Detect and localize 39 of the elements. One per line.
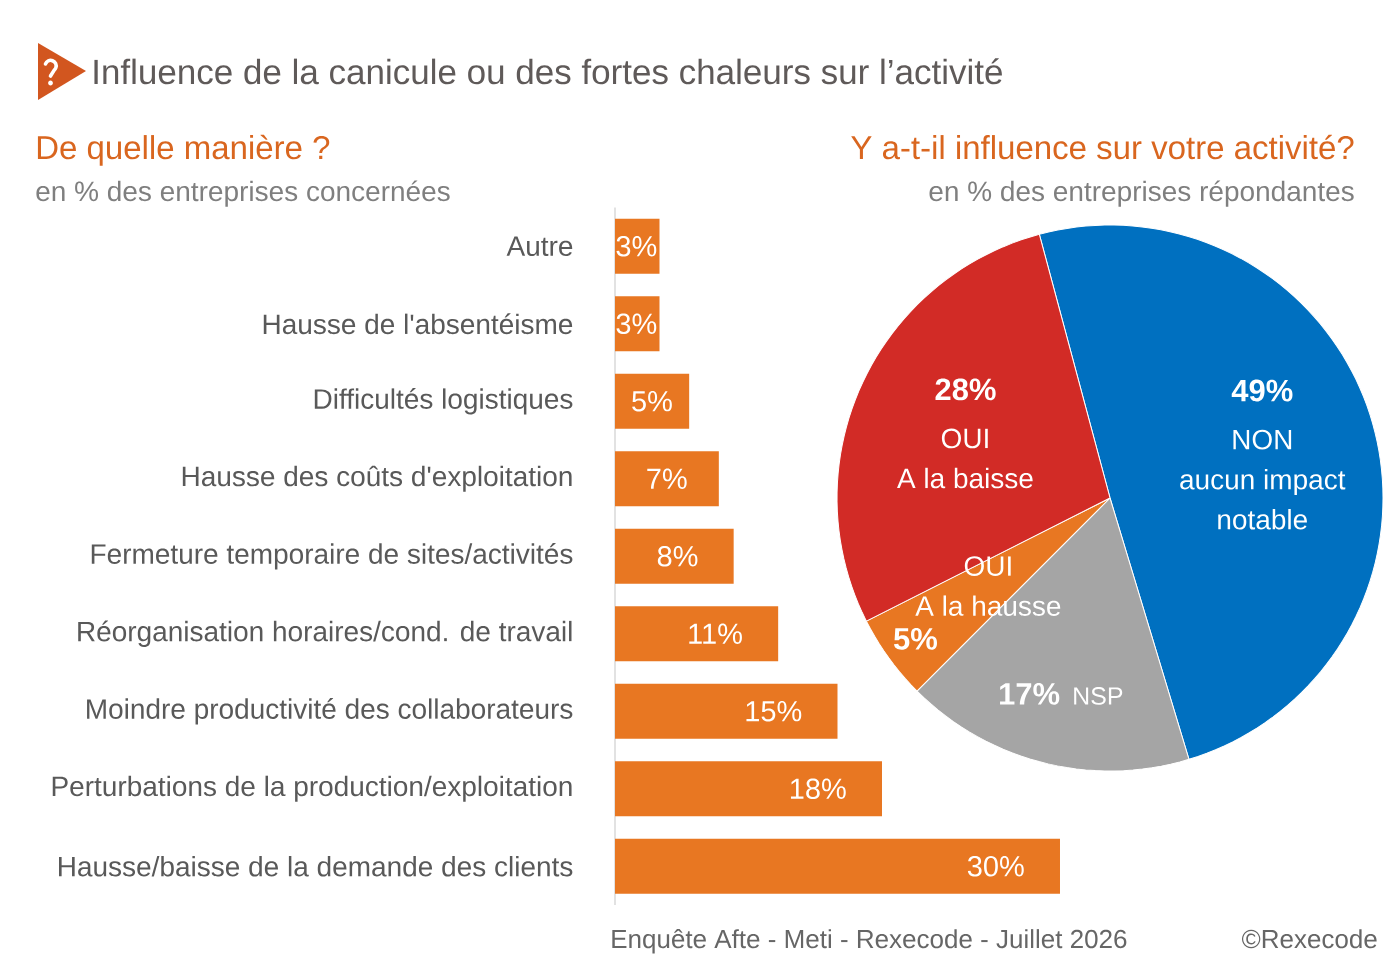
- text: en % des entreprises concernées: [36, 180, 450, 207]
- bar: [615, 761, 882, 817]
- data-label: 11%: [689, 623, 742, 644]
- y-tick-label: Fermeture temporaire de sites/activités: [91, 543, 573, 570]
- data-label: 15%: [746, 701, 802, 722]
- y-tick-label: Moindre productivité des collaborateurs: [87, 698, 573, 725]
- y-tick-label: Difficultés logistiques: [314, 388, 573, 415]
- chart-subtitle: en % des entreprises répondantes: [929, 180, 1354, 207]
- data-label: 17%: [1000, 683, 1060, 705]
- data-label: 30%: [967, 855, 1024, 877]
- text: De quelle manière ?: [37, 134, 330, 166]
- data-label: 18%: [790, 778, 846, 800]
- data-label: 3%: [616, 313, 657, 335]
- bar: [615, 838, 1060, 894]
- y-tick-label: Réorganisation horaires/cond. de travail: [78, 620, 572, 647]
- bar: [615, 606, 779, 662]
- y-tick-label: Hausse des coûts d'exploitation: [182, 465, 572, 492]
- slice-label: NON aucun impact notable: [1180, 429, 1346, 530]
- slice-label: OUI A la baisse: [897, 428, 1033, 489]
- text: ©Rexecode: [1241, 929, 1377, 949]
- data-label: 5%: [632, 391, 672, 412]
- bar: [615, 373, 690, 429]
- bar: [615, 451, 719, 507]
- y-tick-label: Autre: [506, 236, 573, 257]
- slice-label: NSP: [1074, 687, 1123, 705]
- data-label: 28%: [935, 378, 996, 401]
- bar: [615, 683, 838, 739]
- y-tick-label: Perturbations de la production/exploitation: [52, 775, 572, 802]
- data-label: 8%: [657, 545, 698, 567]
- y-tick-label: Hausse de l'absentéisme: [263, 313, 573, 335]
- chart-title: Y a-t-il influence sur votre activité?: [851, 134, 1354, 160]
- text: Influence de la canicule ou des fortes chaleurs sur l’activité: [94, 58, 1002, 85]
- data-label: 49%: [1231, 379, 1293, 402]
- data-label: 5%: [893, 627, 937, 650]
- text: Enquête Afte - Meti - Rexecode - Juillet 2026: [612, 929, 1127, 954]
- data-label: 3%: [616, 235, 657, 257]
- y-tick-label: Hausse/baisse de la demande des clients: [59, 855, 573, 877]
- data-label: 7%: [647, 468, 687, 489]
- bar: [615, 528, 734, 584]
